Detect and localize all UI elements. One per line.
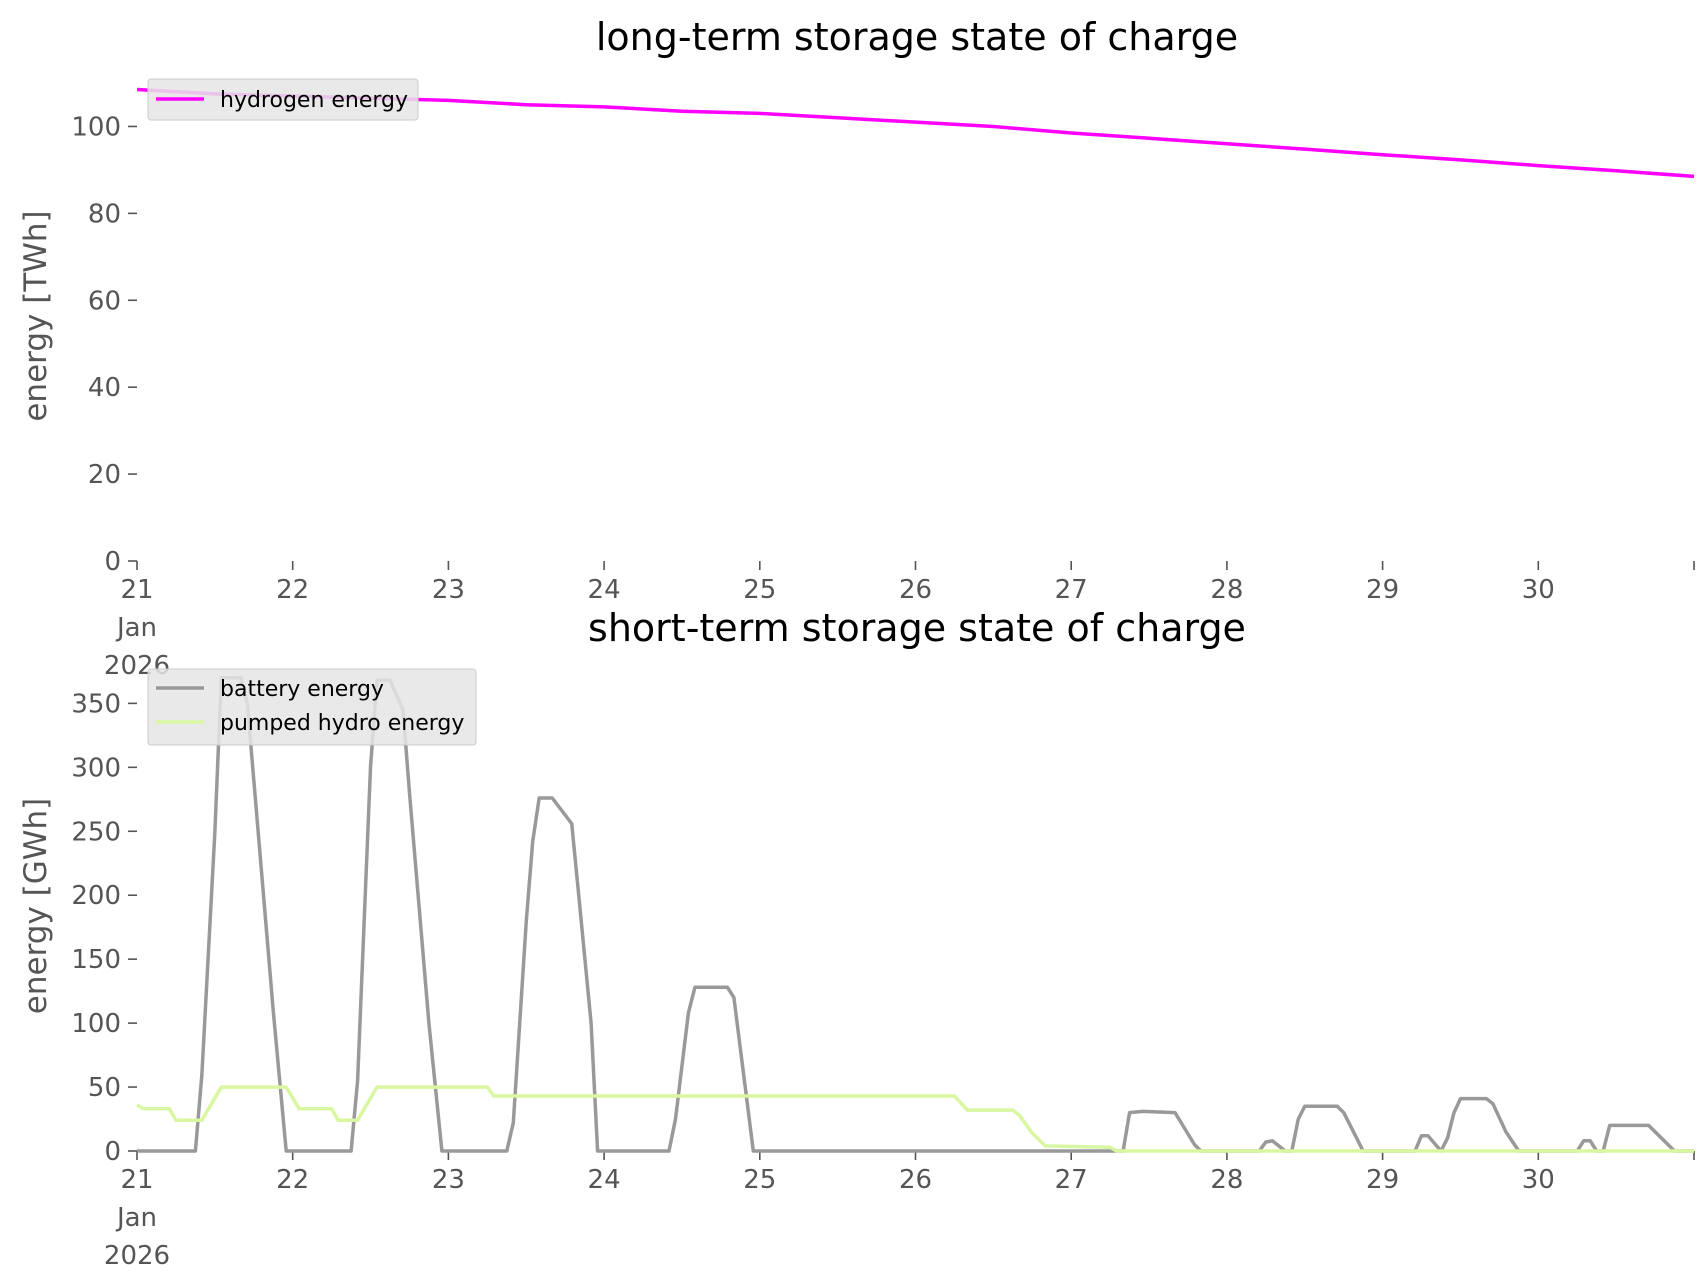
y-axis-label: energy [GWh]: [18, 798, 54, 1014]
y-axis-label: energy [TWh]: [18, 210, 54, 421]
x-tick-label: 22: [276, 575, 309, 605]
chart-title: short-term storage state of charge: [588, 606, 1246, 650]
y-tick-label: 0: [104, 1137, 121, 1167]
y-tick-label: 20: [88, 460, 121, 490]
y-tick-label: 150: [71, 945, 121, 975]
x-tick-label: 27: [1055, 1165, 1088, 1195]
x-tick-label: 30: [1522, 1165, 1555, 1195]
x-tick-label: 27: [1055, 575, 1088, 605]
y-tick-label: 100: [71, 1009, 121, 1039]
x-tick-label: 26: [899, 575, 932, 605]
x-ticks: 21 Jan 2026 22 23 24 25 26 27 28 29 30: [104, 1151, 1695, 1271]
legend-box: [147, 78, 419, 121]
y-tick-label: 200: [71, 881, 121, 911]
x-tick-label: 30: [1522, 575, 1555, 605]
legend: hydrogen energy: [147, 78, 419, 121]
series-line-battery-energy: [137, 676, 1694, 1153]
y-tick-label: 250: [71, 817, 121, 847]
y-tick-label: 350: [71, 689, 121, 719]
legend: battery energy pumped hydro energy: [147, 668, 477, 746]
x-tick-label: 22: [276, 1165, 309, 1195]
short-term-chart: short-term storage state of charge energ…: [18, 606, 1695, 1271]
x-tick-label: Jan: [115, 613, 157, 643]
legend-label-battery-energy: battery energy: [220, 677, 384, 702]
x-tick-label: 29: [1366, 1165, 1399, 1195]
x-tick-label: 26: [899, 1165, 932, 1195]
x-tick-label: 2026: [104, 1241, 170, 1271]
y-ticks: 0 50 100 150 200 250 300 350: [71, 689, 137, 1167]
long-term-chart: long-term storage state of charge energy…: [18, 15, 1695, 681]
legend-label-hydrogen-energy: hydrogen energy: [220, 88, 408, 113]
y-tick-label: 0: [104, 547, 121, 577]
x-tick-label: 23: [432, 575, 465, 605]
series-lines: [136, 676, 1694, 1153]
y-tick-label: 300: [71, 753, 121, 783]
y-tick-label: 40: [88, 373, 121, 403]
x-tick-label: 21: [120, 1165, 153, 1195]
legend-label-pumped-hydro-energy: pumped hydro energy: [220, 711, 464, 736]
chart-title: long-term storage state of charge: [596, 15, 1238, 59]
x-tick-label: Jan: [115, 1203, 157, 1233]
y-tick-label: 60: [88, 286, 121, 316]
series-line-pumped-hydro-energy: [136, 1085, 1694, 1153]
x-tick-label: 29: [1366, 575, 1399, 605]
x-tick-label: 28: [1210, 575, 1243, 605]
x-tick-label: 28: [1210, 1165, 1243, 1195]
x-tick-label: 24: [588, 1165, 621, 1195]
y-tick-label: 80: [88, 199, 121, 229]
legend-box: [147, 668, 477, 746]
x-tick-label: 23: [432, 1165, 465, 1195]
x-tick-label: 25: [743, 1165, 776, 1195]
y-tick-label: 50: [88, 1073, 121, 1103]
x-tick-label: 21: [120, 575, 153, 605]
x-tick-label: 25: [743, 575, 776, 605]
y-ticks: 0 20 40 60 80 100: [71, 112, 137, 577]
x-tick-label: 24: [588, 575, 621, 605]
y-tick-label: 100: [71, 112, 121, 142]
